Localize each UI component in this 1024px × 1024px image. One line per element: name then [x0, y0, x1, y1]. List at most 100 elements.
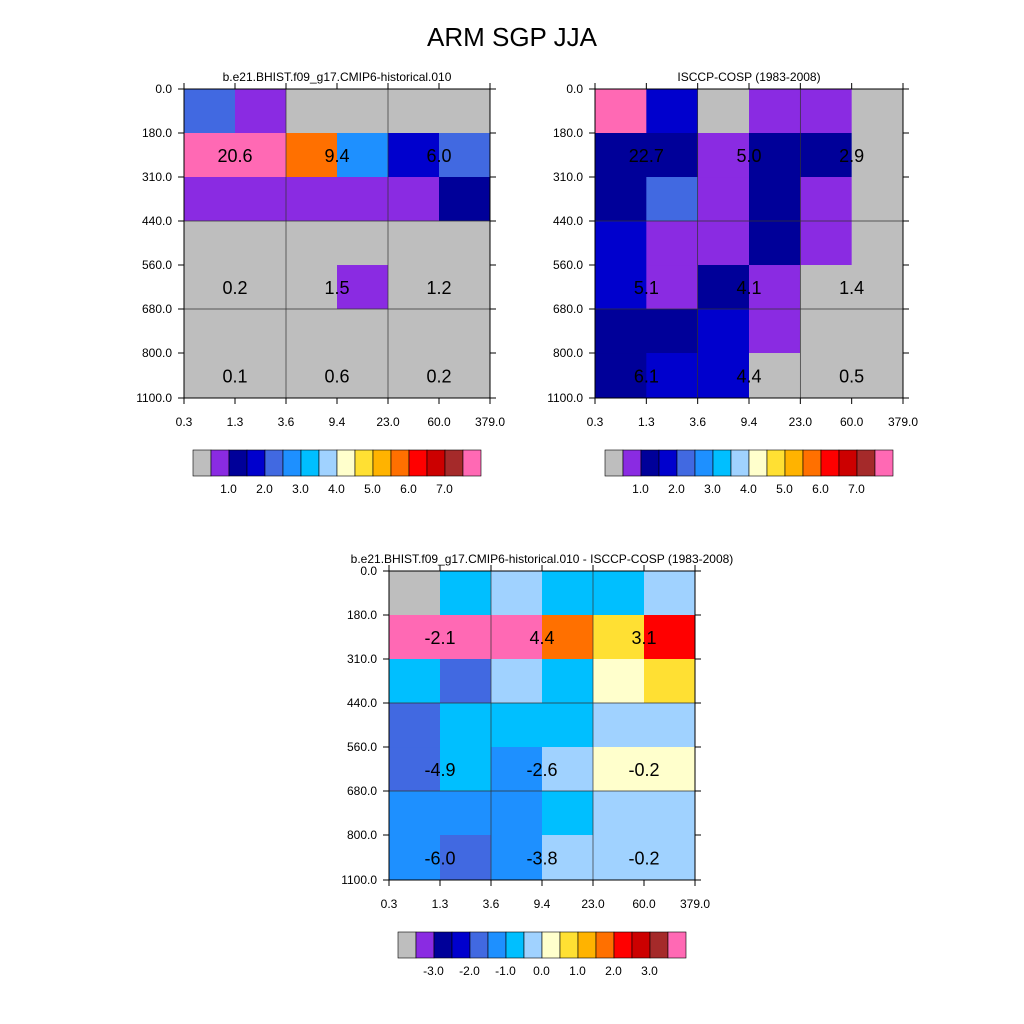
y-tick-label: 180.0 — [347, 608, 377, 622]
y-tick-label: 800.0 — [553, 346, 583, 360]
heatmap-cell — [800, 309, 853, 354]
heatmap-cell — [235, 89, 287, 134]
y-tick-label: 1100.0 — [341, 873, 377, 887]
colorbar-box — [469, 931, 489, 959]
colorbar-label: 1.0 — [632, 482, 649, 496]
colorbar-box — [282, 449, 302, 477]
data-label: -6.0 — [424, 849, 455, 869]
heatmap-cell — [851, 177, 904, 222]
heatmap-cell — [184, 133, 236, 178]
x-tick-label: 23.0 — [789, 415, 813, 429]
y-tick-label: 180.0 — [553, 126, 583, 140]
data-label: -4.9 — [424, 760, 455, 780]
y-tick-label: 680.0 — [553, 302, 583, 316]
heatmap-cell — [851, 221, 904, 266]
heatmap-cell — [439, 177, 491, 222]
data-label: 20.6 — [217, 146, 252, 166]
x-tick-label: 3.6 — [483, 897, 500, 911]
x-tick-label: 3.6 — [689, 415, 706, 429]
heatmap-cell — [440, 615, 492, 660]
heatmap-cell — [491, 659, 543, 704]
panel-title: ISCCP-COSP (1983-2008) — [677, 70, 820, 84]
heatmap-cell — [184, 353, 236, 399]
heatmap-cell — [337, 133, 389, 178]
colorbar-box — [451, 931, 471, 959]
colorbar-box — [667, 931, 687, 959]
colorbar-label: 3.0 — [704, 482, 721, 496]
heatmap-cell — [388, 265, 440, 310]
colorbar-box — [336, 449, 356, 477]
heatmap-cell — [697, 265, 750, 310]
colorbar-label: 5.0 — [364, 482, 381, 496]
y-tick-label: 440.0 — [553, 214, 583, 228]
heatmap-cell — [646, 353, 699, 399]
x-tick-label: 0.3 — [176, 415, 193, 429]
heatmap-panel-3: b.e21.BHIST.f09_g17.CMIP6-historical.010… — [341, 552, 733, 978]
colorbar-box — [766, 449, 786, 477]
heatmap-cell — [184, 89, 236, 134]
x-tick-label: 379.0 — [475, 415, 505, 429]
heatmap-cell — [542, 571, 594, 616]
colorbar-label: 3.0 — [292, 482, 309, 496]
heatmap-cell — [593, 615, 645, 660]
colorbar-label: 4.0 — [740, 482, 757, 496]
colorbar-box — [300, 449, 320, 477]
heatmap-cell — [542, 747, 594, 792]
data-label: 1.5 — [324, 278, 349, 298]
heatmap-cell — [389, 615, 441, 660]
heatmap-cell — [595, 89, 647, 134]
heatmap-cell — [697, 221, 750, 266]
colorbar-box — [784, 449, 804, 477]
heatmap-cell — [235, 309, 287, 354]
colorbar-box — [730, 449, 750, 477]
data-label: 0.6 — [324, 367, 349, 387]
heatmap-cell — [593, 703, 645, 748]
colorbar-label: 3.0 — [641, 964, 658, 978]
heatmap-cell — [440, 703, 492, 748]
colorbar-box — [444, 449, 464, 477]
colorbar-label: -3.0 — [423, 964, 444, 978]
heatmap-cell — [439, 265, 491, 310]
heatmap-cell — [337, 353, 389, 399]
y-tick-label: 310.0 — [347, 652, 377, 666]
x-tick-label: 60.0 — [632, 897, 656, 911]
heatmap-cell — [184, 221, 236, 266]
y-tick-label: 310.0 — [142, 170, 172, 184]
heatmap-cell — [440, 835, 492, 881]
heatmap-cell — [184, 309, 236, 354]
heatmap-cell — [286, 89, 338, 134]
y-tick-label: 560.0 — [347, 740, 377, 754]
colorbar-label: 7.0 — [436, 482, 453, 496]
heatmap-cell — [542, 835, 594, 881]
heatmap-cell — [389, 659, 441, 704]
y-tick-label: 440.0 — [347, 696, 377, 710]
colorbar-box — [712, 449, 732, 477]
colorbar-box — [462, 449, 482, 477]
heatmap-cell — [542, 791, 594, 836]
heatmap-cell — [440, 659, 492, 704]
x-tick-label: 9.4 — [741, 415, 758, 429]
heatmap-cell — [749, 221, 801, 266]
heatmap-cell — [800, 89, 853, 134]
heatmap-cell — [644, 615, 696, 660]
heatmap-cell — [286, 353, 338, 399]
heatmap-cell — [644, 703, 696, 748]
colorbar-label: 2.0 — [256, 482, 273, 496]
heatmap-cell — [593, 835, 645, 881]
colorbar-box — [210, 449, 230, 477]
colorbar-box — [523, 931, 543, 959]
heatmap-cell — [286, 309, 338, 354]
heatmap-cell — [440, 791, 492, 836]
x-tick-label: 23.0 — [581, 897, 605, 911]
heatmap-cell — [644, 659, 696, 704]
colorbar-box — [856, 449, 876, 477]
colorbar-box — [676, 449, 696, 477]
colorbar-label: 2.0 — [668, 482, 685, 496]
heatmap-cell — [851, 133, 904, 178]
heatmap-cell — [389, 571, 441, 616]
colorbar-box — [820, 449, 840, 477]
x-tick-label: 1.3 — [227, 415, 244, 429]
x-tick-label: 60.0 — [840, 415, 864, 429]
heatmap-cell — [593, 747, 645, 792]
heatmap-cell — [593, 571, 645, 616]
